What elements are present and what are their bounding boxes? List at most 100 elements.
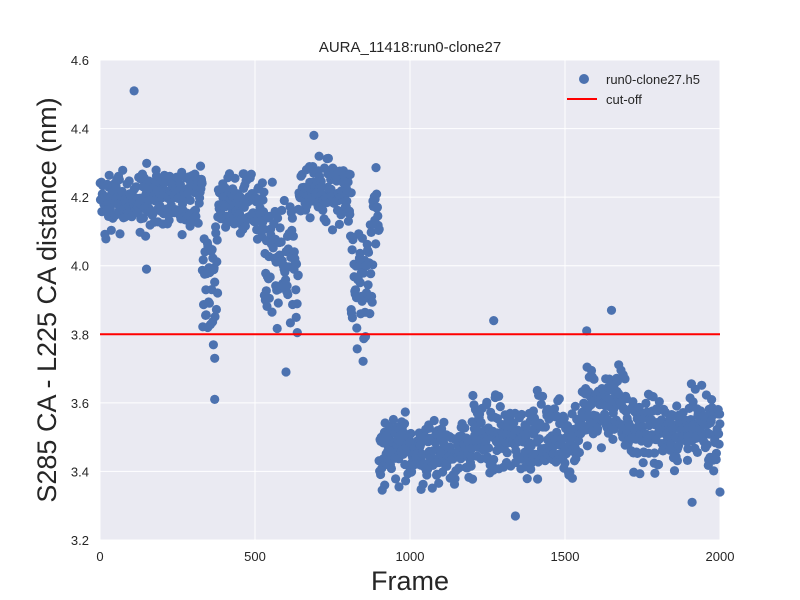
data-point [715,419,725,429]
data-point [608,434,618,444]
data-point [688,397,698,407]
data-point [309,130,319,140]
data-point [429,415,439,426]
data-point [536,399,546,409]
data-point [538,391,548,401]
data-point [281,367,291,377]
data-point [697,380,707,390]
data-point [391,474,401,484]
data-point [129,86,139,96]
data-point [212,257,222,267]
data-point [282,281,292,291]
data-point [267,307,277,317]
data-point [489,454,499,465]
y-tick-labels: 3.2 3.4 3.6 3.8 4.0 4.2 4.4 4.6 [71,53,89,548]
data-point [287,213,297,223]
data-point [345,169,355,180]
data-point [714,439,724,449]
data-point [366,227,376,237]
data-point [193,218,203,228]
chart-title: AURA_11418:run0-clone27 [319,39,501,56]
data-point [327,225,338,235]
data-point [207,245,217,255]
data-point [185,195,195,205]
data-point [372,202,382,212]
data-point [495,402,505,412]
data-point [468,390,478,401]
data-point [211,228,221,238]
x-tick-label: 2000 [706,549,735,564]
data-point [259,187,269,197]
data-point [380,480,390,490]
data-point [261,286,271,296]
data-point [570,401,580,411]
data-point [115,229,125,239]
data-point [510,511,520,521]
x-tick-label: 1000 [396,549,425,564]
data-point [609,424,619,434]
data-point [197,178,207,188]
data-point [635,469,645,479]
data-point [702,440,712,450]
data-point [672,456,683,466]
data-point [305,213,315,223]
data-point [573,436,584,446]
data-point [343,177,353,187]
data-point [371,239,381,249]
data-point [285,318,295,328]
data-point [106,225,116,235]
data-point [288,231,298,241]
y-tick-label: 4.6 [71,53,89,68]
data-point [371,163,381,173]
data-point [574,447,585,458]
data-point [502,448,512,458]
data-point [272,323,282,334]
data-point [265,272,275,282]
data-point [687,497,697,507]
data-point [210,353,220,363]
data-point [213,288,223,298]
data-point [593,424,603,434]
data-point [653,459,664,470]
data-point [293,270,303,280]
data-point [314,151,324,161]
data-point [326,184,336,194]
data-point [275,223,285,233]
data-point [373,211,383,221]
data-point [114,175,124,185]
data-point [347,313,357,323]
data-point [450,474,460,484]
data-point [334,219,344,229]
x-tick-label: 500 [244,549,266,564]
data-point [210,312,220,322]
data-point [291,312,301,322]
data-point [454,463,464,473]
y-tick-label: 3.8 [71,327,89,342]
data-point [141,264,152,274]
data-point [467,474,478,484]
data-point [292,328,302,338]
data-point [692,447,703,457]
y-tick-label: 4.0 [71,259,89,274]
data-point [195,161,206,171]
data-point [641,398,651,408]
data-point [201,310,211,320]
data-point [549,404,560,414]
data-point [345,209,355,219]
data-point [204,298,214,308]
data-point [357,296,367,306]
y-axis-title: S285 CA - L225 CA distance (nm) [32,97,62,502]
data-point [649,448,660,458]
legend-label-cutoff: cut-off [606,92,642,107]
data-point [276,237,286,247]
data-point [368,260,378,270]
legend: run0-clone27.h5 cut-off [567,72,700,107]
data-point [131,182,141,192]
data-point [682,455,693,465]
data-point [292,299,302,309]
data-point [439,417,449,427]
data-point [358,268,369,278]
data-point [291,285,301,295]
data-point [596,443,607,453]
scatter-points [95,86,725,521]
